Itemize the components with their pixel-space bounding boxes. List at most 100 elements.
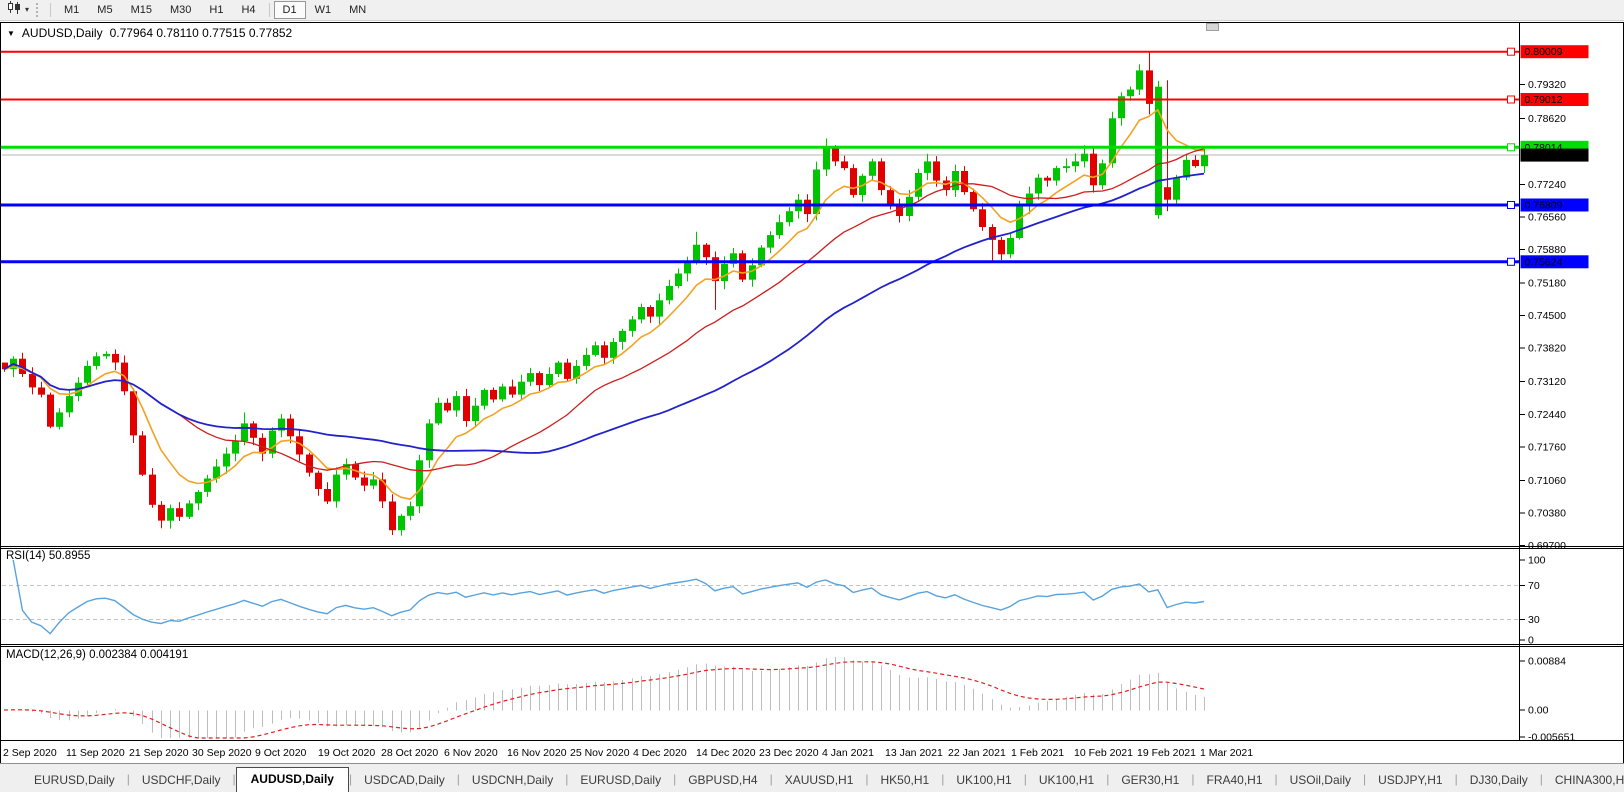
macd-axis-tick: 0.00 xyxy=(1528,705,1549,717)
price-axis-tick: 0.73120 xyxy=(1528,376,1566,388)
current-price-badge xyxy=(1520,148,1589,162)
chart-hscrollbar-thumb[interactable] xyxy=(1206,23,1219,31)
tab-audusd-daily[interactable]: AUDUSD,Daily xyxy=(235,767,349,792)
tab-uk100-h1[interactable]: UK100,H1 xyxy=(956,773,1012,787)
tab-separator: | xyxy=(232,772,236,786)
date-axis-label: 30 Sep 2020 xyxy=(192,747,252,759)
tab-separator: | xyxy=(1274,772,1278,786)
tab-separator: | xyxy=(565,772,569,786)
level-handle[interactable] xyxy=(1507,95,1515,104)
price-axis-tick: 0.70380 xyxy=(1528,508,1566,520)
price-axis-tick: 0.77240 xyxy=(1528,179,1566,191)
symbol-tab-bar: EURUSD,Daily | USDCHF,Daily | AUDUSD,Daily | U… xyxy=(0,763,1624,792)
tab-separator: | xyxy=(1191,772,1195,786)
tab-fra40-h1[interactable]: FRA40,H1 xyxy=(1206,773,1263,787)
chart-title: ▼ AUDUSD,Daily 0.77964 0.78110 0.77515 0… xyxy=(7,26,292,40)
level-price-badge xyxy=(1520,45,1589,59)
level-handle[interactable] xyxy=(1507,143,1515,152)
tab-separator: | xyxy=(1023,772,1027,786)
svg-text:0.76809: 0.76809 xyxy=(1525,200,1563,212)
date-axis-label: 1 Feb 2021 xyxy=(1011,747,1064,759)
svg-text:0.79012: 0.79012 xyxy=(1525,94,1563,106)
level-handle[interactable] xyxy=(1507,201,1515,209)
tab-uk100-h1[interactable]: UK100,H1 xyxy=(1038,773,1095,787)
level-handle[interactable] xyxy=(1507,47,1515,56)
timeframe-button-mn[interactable]: MN xyxy=(349,3,367,16)
svg-text:0.80009: 0.80009 xyxy=(1525,46,1563,58)
date-axis-label: 19 Oct 2020 xyxy=(318,747,375,759)
date-axis-label: 23 Dec 2020 xyxy=(759,747,819,759)
tab-separator: | xyxy=(126,772,130,786)
chart-symbol-label: AUDUSD,Daily xyxy=(21,26,103,40)
timeframe-button-d1[interactable]: D1 xyxy=(273,0,306,20)
timeframe-button-h1[interactable]: H1 xyxy=(209,3,224,16)
date-axis-label: 14 Dec 2020 xyxy=(696,747,756,759)
price-axis-tick: 0.71760 xyxy=(1528,441,1566,453)
timeframe-button-m30[interactable]: M30 xyxy=(169,3,192,16)
svg-text:0.77852: 0.77852 xyxy=(1525,150,1563,162)
tab-usdcnh-daily[interactable]: USDCNH,Daily xyxy=(471,773,554,787)
top-toolbar: ▾ M1 M5 M15 M30 H1 H4 D1 W1 MN xyxy=(0,0,1624,21)
timeframe-button-m1[interactable]: M1 xyxy=(64,3,80,16)
price-axis-tick: 0.76560 xyxy=(1528,211,1566,223)
price-axis-tick: 0.71060 xyxy=(1528,475,1566,487)
svg-text:0.75624: 0.75624 xyxy=(1525,256,1563,268)
tab-ger30-h1[interactable]: GER30,H1 xyxy=(1121,773,1180,787)
timeframe-button-m5[interactable]: M5 xyxy=(97,3,113,16)
macd-histogram xyxy=(4,657,1205,738)
tab-usdjpy-h1[interactable]: USDJPY,H1 xyxy=(1378,773,1443,787)
tab-usoil-daily[interactable]: USOil,Daily xyxy=(1289,773,1351,787)
tab-china300-h1[interactable]: CHINA300,H1 xyxy=(1554,773,1624,787)
tab-separator: | xyxy=(1362,772,1367,786)
toolbar-separator xyxy=(268,3,270,17)
date-axis-label: 28 Oct 2020 xyxy=(381,747,438,759)
chart-type-dropdown-icon[interactable]: ▾ xyxy=(25,5,30,14)
tab-eurusd-daily[interactable]: EURUSD,Daily xyxy=(580,773,662,787)
date-axis-label: 2 Sep 2020 xyxy=(3,747,57,759)
toolbar-grip[interactable] xyxy=(36,3,40,17)
timeframe-button-h4[interactable]: H4 xyxy=(241,3,256,16)
rsi-line xyxy=(12,559,1205,635)
level-price-badge xyxy=(1520,255,1589,269)
timeframe-button-w1[interactable]: W1 xyxy=(314,3,332,16)
candles-layer xyxy=(2,51,1208,536)
collapse-triangle-icon[interactable]: ▼ xyxy=(7,28,15,38)
date-axis-label: 13 Jan 2021 xyxy=(885,747,943,759)
date-axis-label: 19 Feb 2021 xyxy=(1137,747,1196,759)
tab-separator: | xyxy=(769,772,773,786)
tab-separator: | xyxy=(865,772,869,786)
tab-eurusd-daily[interactable]: EURUSD,Daily xyxy=(34,773,115,787)
tab-separator: | xyxy=(1454,772,1458,786)
tab-usdchf-daily[interactable]: USDCHF,Daily xyxy=(141,773,221,787)
tab-xauusd-h1[interactable]: XAUUSD,H1 xyxy=(784,773,854,787)
chart-ohlc-values: 0.77964 0.78110 0.77515 0.77852 xyxy=(109,26,293,40)
tab-hk50-h1[interactable]: HK50,H1 xyxy=(880,773,930,787)
date-axis-label: 9 Oct 2020 xyxy=(255,747,307,759)
ma-slow-line xyxy=(3,172,1205,454)
rsi-axis-tick: 30 xyxy=(1528,614,1540,626)
tab-gbpusd-h4[interactable]: GBPUSD,H4 xyxy=(688,773,758,787)
candlestick-chart-icon xyxy=(7,0,23,20)
price-axis-tick: 0.73820 xyxy=(1528,343,1566,355)
chart-type-button[interactable]: ▾ xyxy=(4,0,32,21)
date-axis-label: 10 Feb 2021 xyxy=(1074,747,1133,759)
macd-axis-tick: 0.00884 xyxy=(1528,655,1566,667)
date-axis-label: 4 Dec 2020 xyxy=(633,747,687,759)
date-axis-label: 6 Nov 2020 xyxy=(444,747,498,759)
date-axis-label: 4 Jan 2021 xyxy=(822,747,874,759)
tab-separator: | xyxy=(1106,772,1110,786)
date-axis-label: 22 Jan 2021 xyxy=(948,747,1006,759)
rsi-indicator-label: RSI(14) 50.8955 xyxy=(6,550,91,562)
macd-signal-line xyxy=(3,661,1205,739)
tab-usdcad-daily[interactable]: USDCAD,Daily xyxy=(364,773,445,787)
date-axis-label: 25 Nov 2020 xyxy=(570,747,630,759)
price-axis-tick: 0.79320 xyxy=(1528,79,1566,91)
toolbar-separator xyxy=(50,3,52,17)
level-handle[interactable] xyxy=(1507,257,1515,266)
ma-mid-line xyxy=(3,148,1205,472)
timeframe-button-m15[interactable]: M15 xyxy=(130,3,152,16)
tab-separator: | xyxy=(1539,772,1543,786)
ma-fast-line xyxy=(3,108,1205,501)
tab-dj30-daily[interactable]: DJ30,Daily xyxy=(1469,773,1528,787)
